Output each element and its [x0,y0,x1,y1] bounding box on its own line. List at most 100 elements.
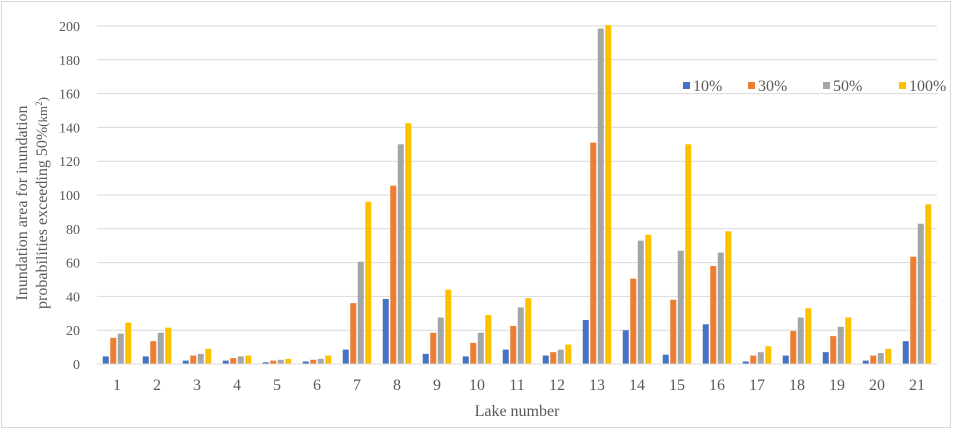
bar [910,256,917,364]
x-tick-label: 21 [909,377,925,394]
bar [765,346,772,364]
legend: 10% 30% 50% 100% [683,78,946,95]
bar [350,303,357,364]
legend-swatch [899,82,906,89]
bar [870,355,877,364]
bar [485,314,492,364]
bar [285,358,292,364]
x-tick-label: 10 [469,377,485,394]
bar [477,332,484,364]
bar [157,332,164,364]
bar [542,355,549,364]
y-axis-unit-sup: 2 [34,101,44,106]
legend-label: 100% [909,78,946,95]
bar [230,358,237,364]
x-tick-label: 7 [353,377,361,394]
y-axis-title: Inundation area for inundation probabili… [14,97,51,309]
x-tick-label: 19 [829,377,845,394]
bar [397,144,404,364]
bar [725,231,732,364]
x-tick-label: 6 [313,377,321,394]
bar [205,348,212,364]
bar [102,356,109,364]
bar [550,352,557,364]
x-tick-label: 20 [869,377,885,394]
bar [197,353,204,364]
bar [630,278,637,364]
x-tick-labels: 1 2 3 4 5 6 7 8 9 10 11 12 13 14 15 16 17 18 19 20 21 [113,377,925,394]
bar [342,349,349,364]
bar [222,360,229,364]
x-tick-label: 13 [589,377,605,394]
bar [597,28,604,364]
y-tick-label: 60 [66,257,80,272]
bar [637,240,644,364]
bar [750,355,757,364]
bar [445,289,452,364]
bar [797,317,804,364]
bar [590,142,597,364]
y-tick-labels: 0 20 40 60 80 100 120 140 160 180 200 [59,20,80,373]
bar [245,355,252,364]
bar [717,252,724,364]
x-tick-label: 11 [509,377,524,394]
bar [902,341,909,364]
bar [310,359,317,364]
bar [125,322,132,364]
bar [262,362,269,364]
bar [405,123,412,364]
y-tick-label: 80 [66,223,80,238]
bar [645,234,652,364]
bar [582,320,589,364]
bar [302,361,309,364]
x-tick-label: 16 [709,377,725,394]
y-tick-label: 40 [66,290,80,305]
bar [365,201,372,364]
x-tick-label: 2 [153,377,161,394]
bar [837,326,844,364]
bar [917,223,924,364]
bar [470,342,477,364]
bar [237,356,244,364]
bar [702,324,709,364]
legend-swatch [823,82,830,89]
x-tick-label: 1 [113,377,121,394]
bar [670,299,677,364]
bar [662,354,669,364]
bar [742,361,749,364]
legend-swatch [748,82,755,89]
bar [845,317,852,364]
legend-label: 10% [693,78,722,95]
y-tick-label: 100 [59,189,80,204]
bar [782,355,789,364]
x-tick-label: 3 [193,377,201,394]
y-tick-label: 180 [59,54,80,69]
bar [165,327,172,364]
gridlines [97,25,937,331]
bar [862,360,869,364]
bar [437,317,444,364]
x-tick-label: 15 [669,377,685,394]
bar [190,355,197,364]
bar [525,298,532,364]
legend-label: 50% [833,78,862,95]
bar [317,358,324,364]
bar [117,333,124,364]
y-tick-label: 200 [59,20,80,35]
x-tick-label: 5 [273,377,281,394]
x-tick-label: 9 [433,377,441,394]
bar [805,308,812,364]
y-tick-label: 20 [66,324,80,339]
x-tick-label: 17 [749,377,765,394]
x-tick-label: 4 [233,377,241,394]
x-tick-label: 8 [393,377,401,394]
bar [830,336,837,364]
y-tick-label: 160 [59,88,80,103]
legend-swatch [683,82,690,89]
bar [150,341,157,364]
bar [877,353,884,364]
bar [822,352,829,364]
bar [277,359,284,364]
bar [790,331,797,364]
